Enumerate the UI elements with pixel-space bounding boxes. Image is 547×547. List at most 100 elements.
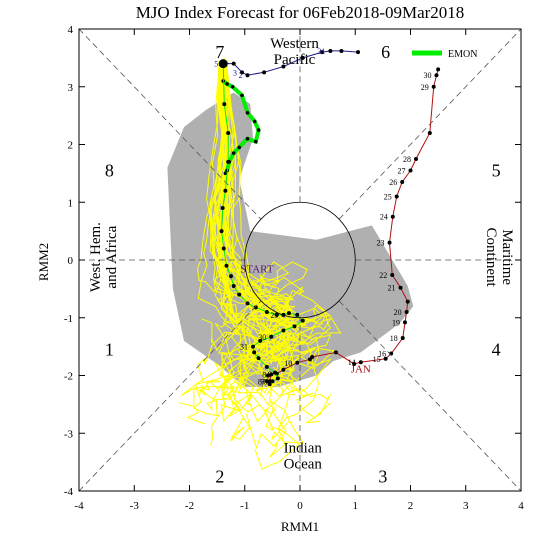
ensemble-member-line [212, 67, 288, 322]
ensemble-member-line [222, 60, 312, 366]
x-tick-label: 0 [297, 500, 303, 512]
day-label: 19 [392, 318, 400, 327]
series-point [281, 367, 286, 372]
series-point [286, 311, 291, 316]
day-label: 21 [388, 284, 396, 293]
phase-divider-line [338, 28, 522, 220]
unit-circle [244, 201, 356, 319]
series-point [275, 376, 280, 381]
region-label: West. Hem. and Africa [88, 222, 120, 292]
legend: EMON [412, 49, 477, 60]
series-point [264, 309, 269, 314]
series-point [300, 318, 305, 323]
day-label: 2 [239, 71, 243, 80]
ensemble-member-line [217, 60, 330, 381]
x-tick-label: -1 [240, 500, 249, 512]
series-point [252, 350, 257, 355]
day-label: 15 [373, 355, 381, 364]
day-label: 26 [389, 178, 397, 187]
region-label-line: Maritime [499, 229, 515, 285]
series-point [264, 364, 269, 369]
day-label: 7 [261, 377, 265, 386]
series-point [269, 334, 274, 339]
region-label-line: Continent [483, 228, 499, 288]
y-tick-label: 1 [68, 197, 74, 209]
series-point [270, 379, 275, 384]
series-point [264, 379, 269, 384]
series-point [256, 356, 261, 361]
annotation-start: START [240, 264, 274, 276]
series-point [310, 355, 315, 360]
series-point [408, 168, 413, 173]
region-label-line: Western [270, 36, 319, 52]
series-point [358, 360, 363, 365]
series-point [295, 312, 300, 317]
ensemble-member-line [219, 63, 291, 458]
phase-divider-line [338, 300, 522, 492]
day-label: 31 [240, 343, 248, 352]
phase-label: 8 [105, 160, 114, 180]
day-label: 24 [380, 213, 388, 222]
x-tick-label: -4 [74, 500, 84, 512]
day-label: 29 [421, 83, 429, 92]
series-point [267, 382, 272, 387]
phase-divider-line [78, 28, 262, 220]
series-point [400, 180, 405, 185]
series-point [230, 84, 235, 89]
series-point [383, 356, 388, 361]
y-tick-label: 2 [68, 140, 74, 152]
series-point [431, 84, 436, 89]
ensemble-member-line [224, 59, 292, 335]
day-label: 10 [284, 359, 292, 368]
day-label: 7 [261, 380, 265, 389]
series-point [398, 285, 403, 290]
series-point [245, 73, 250, 78]
day-label: 31 [317, 47, 325, 56]
ensemble-member-line [186, 65, 265, 425]
phase-label: 6 [381, 42, 390, 62]
phase-divider-line [78, 300, 262, 492]
day-label: 30 [258, 333, 266, 342]
series-line-forecast-track [220, 63, 304, 385]
region-label-line: West. Hem. [88, 222, 104, 292]
series-point [252, 119, 257, 124]
series-point [267, 379, 272, 384]
day-label: 5 [214, 60, 218, 69]
series-point [436, 67, 441, 72]
x-tick-label: 3 [463, 500, 469, 512]
series-point [265, 373, 270, 378]
series-point [320, 50, 325, 55]
series-point [251, 344, 256, 349]
series-point [269, 372, 274, 377]
series-point [226, 130, 231, 135]
series-point [273, 370, 278, 375]
day-label: 28 [403, 155, 411, 164]
x-tick-label: 1 [353, 500, 359, 512]
series-point [394, 194, 399, 199]
series-point [258, 338, 263, 343]
series-point [402, 320, 407, 325]
series-point [256, 128, 261, 132]
day-label: 27 [398, 166, 406, 175]
day-label: 6 [263, 377, 267, 386]
series-point [333, 350, 338, 355]
series-point [328, 48, 333, 53]
series-point [300, 55, 305, 60]
series-point [226, 159, 231, 164]
y-tick-label: 4 [68, 24, 74, 36]
series-point [339, 48, 344, 53]
ensemble-member-line [224, 68, 332, 380]
series-point [390, 273, 395, 278]
series-point [262, 70, 267, 75]
day-label: 3 [233, 68, 237, 77]
day-label: 16 [378, 350, 386, 359]
series-point [223, 171, 228, 176]
series-point [356, 50, 361, 55]
series-point [427, 130, 432, 135]
day-label: 23 [377, 239, 385, 248]
